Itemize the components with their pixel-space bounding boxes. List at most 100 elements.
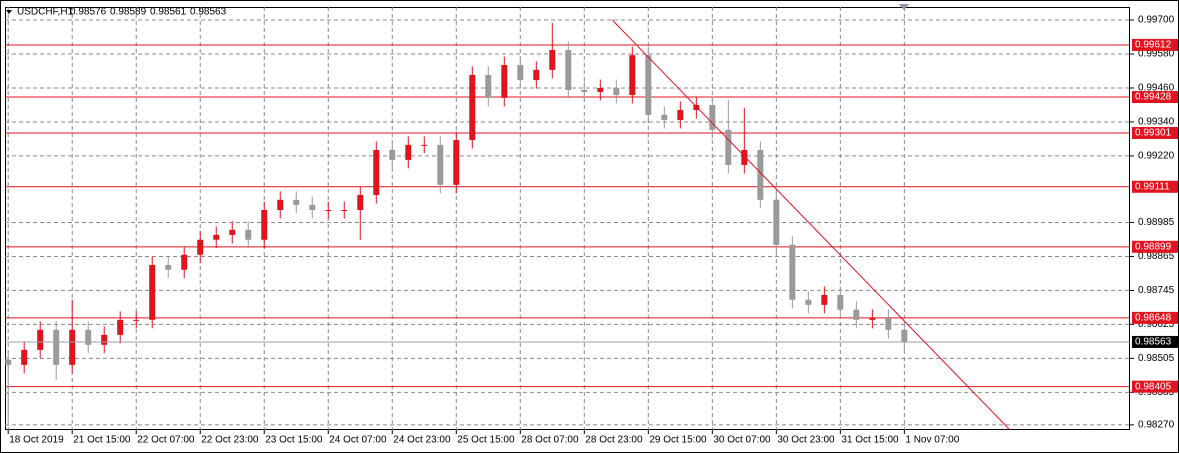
candle-body bbox=[901, 329, 908, 342]
candle-body bbox=[469, 74, 476, 141]
header-low: 0.98561 bbox=[150, 7, 187, 18]
candle-body bbox=[853, 309, 860, 320]
candle-body bbox=[661, 114, 668, 120]
plot-border bbox=[5, 7, 1130, 430]
x-tick-label: 18 Oct 2019 bbox=[9, 435, 64, 446]
candle-body bbox=[133, 319, 140, 321]
candle-body bbox=[629, 55, 636, 96]
candle-body bbox=[293, 199, 300, 205]
y-tick-label: 0.98625 bbox=[1138, 319, 1175, 330]
candle-body bbox=[709, 104, 716, 130]
candle-body bbox=[581, 89, 588, 92]
x-tick-label: 28 Oct 23:00 bbox=[585, 435, 643, 446]
candle-body bbox=[517, 65, 524, 81]
candle-body bbox=[677, 110, 684, 120]
y-tick-label: 0.98745 bbox=[1138, 285, 1175, 296]
candle-body bbox=[309, 204, 316, 211]
candle-body bbox=[885, 317, 892, 330]
level-label-box bbox=[1132, 311, 1178, 324]
plot bbox=[5, 7, 1130, 430]
x-tick-label: 24 Oct 07:00 bbox=[329, 435, 387, 446]
candle-body bbox=[149, 264, 156, 320]
candle-body bbox=[597, 87, 604, 92]
level-label-box bbox=[1132, 380, 1178, 393]
level-label: 0.98648 bbox=[1135, 313, 1172, 324]
level-label: 0.99301 bbox=[1135, 128, 1172, 139]
level-label: 0.99111 bbox=[1135, 181, 1170, 192]
header-open: 0.98576 bbox=[70, 7, 107, 18]
level-label-box bbox=[1132, 240, 1178, 253]
candle-body bbox=[117, 319, 124, 335]
header-high: 0.98589 bbox=[110, 7, 147, 18]
candle-body bbox=[165, 264, 172, 270]
candle-body bbox=[37, 329, 44, 350]
candle-body bbox=[373, 149, 380, 195]
candle-body bbox=[645, 55, 652, 115]
x-tick-label: 28 Oct 07:00 bbox=[521, 435, 579, 446]
candle-body bbox=[181, 254, 188, 270]
candle-body bbox=[821, 294, 828, 305]
level-label-box bbox=[1132, 91, 1178, 104]
candle-body bbox=[693, 104, 700, 111]
candle-body bbox=[773, 199, 780, 245]
candle-body bbox=[757, 149, 764, 200]
candle-body bbox=[245, 229, 252, 240]
candle-body bbox=[341, 210, 348, 212]
candle-body bbox=[533, 69, 540, 81]
y-tick-label: 0.99580 bbox=[1138, 49, 1175, 60]
y-tick-label: 0.99220 bbox=[1138, 151, 1175, 162]
header-arrow bbox=[6, 10, 12, 14]
y-tick-label: 0.99700 bbox=[1138, 15, 1175, 26]
x-tick-label: 22 Oct 23:00 bbox=[201, 435, 259, 446]
x-tick-label: 25 Oct 15:00 bbox=[457, 435, 515, 446]
candle-body bbox=[101, 334, 108, 345]
candle-body bbox=[437, 144, 444, 185]
candle-body bbox=[85, 329, 92, 345]
header: USDCHF,H1 0.98576 0.98589 0.98561 0.9856… bbox=[17, 7, 227, 18]
candle-body bbox=[197, 239, 204, 255]
x-tick-label: 21 Oct 15:00 bbox=[73, 435, 131, 446]
candle-body bbox=[261, 210, 268, 240]
trendline bbox=[611, 19, 1011, 430]
header-close: 0.98563 bbox=[190, 7, 227, 18]
candle-body bbox=[229, 229, 236, 235]
level-label-box bbox=[1132, 180, 1178, 193]
x-tick-label: 22 Oct 07:00 bbox=[137, 435, 195, 446]
candle-body bbox=[69, 329, 76, 365]
level-label: 0.98405 bbox=[1135, 381, 1172, 392]
candle-body bbox=[277, 199, 284, 211]
candle-body bbox=[389, 149, 396, 160]
candle-body bbox=[789, 244, 796, 300]
y-tick-label: 0.99460 bbox=[1138, 83, 1175, 94]
price-label-box bbox=[1132, 335, 1178, 348]
x-tick-label: 30 Oct 23:00 bbox=[777, 435, 835, 446]
candle-body bbox=[549, 50, 556, 70]
price-label: 0.98563 bbox=[1135, 337, 1172, 348]
candle-body bbox=[837, 294, 844, 310]
x-tick-label: 31 Oct 15:00 bbox=[841, 435, 899, 446]
candle-body bbox=[565, 50, 572, 90]
candle-body bbox=[725, 129, 732, 165]
candle-body bbox=[357, 195, 364, 211]
level-label: 0.98899 bbox=[1135, 241, 1172, 252]
x-tick-label: 23 Oct 15:00 bbox=[265, 435, 323, 446]
x-tick-label: 29 Oct 15:00 bbox=[649, 435, 707, 446]
candle-body bbox=[5, 359, 12, 365]
candle-body bbox=[485, 74, 492, 98]
y-tick-label: 0.98505 bbox=[1138, 353, 1175, 364]
candle-body bbox=[741, 149, 748, 165]
candle-body bbox=[613, 87, 620, 96]
level-label: 0.99612 bbox=[1135, 40, 1172, 51]
x-tick-label: 24 Oct 23:00 bbox=[393, 435, 451, 446]
candle-body bbox=[213, 234, 220, 240]
y-tick-label: 0.98985 bbox=[1138, 217, 1175, 228]
level-label: 0.99428 bbox=[1135, 92, 1172, 103]
x-tick-label: 1 Nov 07:00 bbox=[905, 435, 959, 446]
candle-body bbox=[501, 65, 508, 98]
candle-body bbox=[405, 144, 412, 160]
candle-body bbox=[325, 210, 332, 212]
candle-body bbox=[453, 140, 460, 185]
y-tick-label: 0.98270 bbox=[1138, 420, 1175, 431]
